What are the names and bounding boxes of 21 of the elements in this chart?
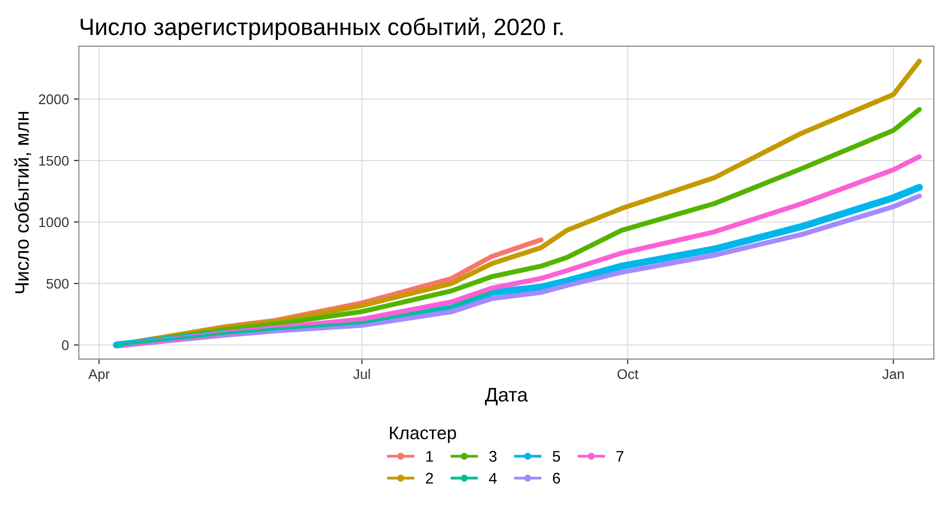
legend-label: 1 — [426, 451, 433, 462]
legend-label: 2 — [426, 472, 433, 484]
x-tick-label: Jan — [882, 369, 904, 380]
x-tick-label: Jul — [353, 368, 370, 380]
legend-label: 3 — [489, 450, 497, 462]
y-axis-title: Число событий, млн — [14, 112, 32, 294]
x-tick-label: Apr — [88, 369, 110, 382]
chart-title: Число зарегистрированных событий, 2020 г. — [80, 18, 563, 40]
x-tick-label: Oct — [618, 369, 638, 380]
line-series — [115, 290, 494, 346]
legend-title: Кластер — [390, 426, 456, 443]
y-tick-label: 0 — [62, 340, 69, 350]
x-axis-title: Дата — [484, 388, 528, 406]
y-tick-label: 500 — [46, 278, 69, 289]
legend-label: 5 — [552, 451, 560, 462]
y-tick-label: 2000 — [38, 94, 69, 104]
legend-label: 7 — [616, 451, 624, 462]
y-tick-label: 1000 — [39, 217, 69, 228]
legend-label: 6 — [552, 472, 560, 484]
y-tick-label: 1500 — [39, 156, 69, 166]
legend-label: 4 — [489, 472, 497, 484]
